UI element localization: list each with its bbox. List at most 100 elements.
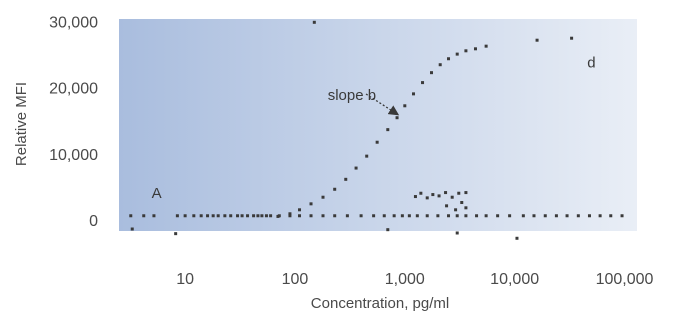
data-point (565, 214, 569, 218)
data-point (515, 236, 519, 240)
data-point (382, 214, 386, 218)
data-point (587, 214, 591, 218)
data-point (175, 214, 179, 218)
x-tick-label: 10 (176, 271, 194, 288)
data-point (430, 71, 434, 75)
data-point (412, 92, 416, 96)
data-point (484, 44, 488, 48)
data-point (455, 231, 459, 235)
data-point (386, 128, 390, 132)
data-point (192, 214, 196, 218)
data-point (438, 63, 442, 67)
annotations: slope b Ad (152, 54, 596, 202)
data-point (211, 214, 215, 218)
data-point (460, 201, 464, 205)
data-point (229, 214, 233, 218)
data-point (199, 214, 203, 218)
data-point (464, 214, 468, 218)
data-point (521, 214, 525, 218)
data-point (344, 177, 348, 181)
x-axis-title: Concentration, pg/ml (311, 295, 449, 312)
data-point (400, 214, 404, 218)
data-point (425, 214, 429, 218)
annotation-label: slope b (328, 87, 376, 104)
data-point (532, 214, 536, 218)
data-point (288, 214, 292, 218)
axis-corner-point (312, 20, 316, 24)
data-point (345, 214, 349, 218)
data-point (321, 214, 325, 218)
x-tick-label: 100,000 (596, 271, 654, 288)
x-tick-label: 10,000 (490, 271, 539, 288)
data-point (309, 202, 313, 206)
series-below-axis (130, 227, 519, 240)
data-point (598, 214, 602, 218)
data-point (298, 214, 302, 218)
data-point (455, 52, 459, 56)
data-point (174, 232, 178, 236)
data-point (447, 214, 451, 218)
series-baseline (129, 214, 624, 218)
y-tick-label: 20,000 (49, 81, 98, 98)
data-point (609, 214, 613, 218)
data-point (620, 214, 624, 218)
data-points (129, 20, 624, 240)
data-point (392, 214, 396, 218)
data-point (454, 208, 458, 212)
annotation-label: d (587, 54, 595, 71)
data-point (372, 214, 376, 218)
data-point (359, 214, 363, 218)
data-point (403, 104, 407, 108)
data-point (484, 214, 488, 218)
data-point (269, 214, 273, 218)
data-point (240, 214, 244, 218)
data-point (223, 214, 227, 218)
data-point (129, 214, 133, 218)
series-sigmoid (276, 36, 574, 218)
data-point (298, 208, 302, 212)
data-point (152, 214, 156, 218)
data-point (130, 227, 134, 231)
data-point (543, 214, 547, 218)
data-point (535, 38, 539, 42)
data-point (425, 196, 429, 200)
data-point (309, 214, 313, 218)
data-point (473, 47, 477, 51)
y-tick-label: 0 (89, 213, 98, 230)
data-point (246, 214, 250, 218)
data-point (445, 204, 449, 208)
data-point (570, 36, 574, 40)
data-point (475, 214, 479, 218)
data-point (236, 214, 240, 218)
data-point (457, 191, 461, 195)
data-point (216, 214, 220, 218)
data-point (252, 214, 256, 218)
data-point (142, 214, 146, 218)
data-point (464, 206, 468, 210)
plot-background (119, 19, 637, 231)
data-point (413, 195, 417, 199)
data-point (554, 214, 558, 218)
x-axis: 10 100 1,000 10,000 100,000 (176, 271, 653, 288)
data-point (496, 214, 500, 218)
data-point (436, 214, 440, 218)
x-tick-label: 100 (282, 271, 309, 288)
data-point (431, 193, 435, 197)
data-point (395, 116, 399, 120)
data-point (288, 212, 292, 216)
data-point (375, 140, 379, 144)
data-point (450, 195, 454, 199)
data-point (419, 191, 423, 195)
data-point (333, 187, 337, 191)
y-tick-label: 10,000 (49, 147, 98, 164)
data-point (455, 214, 459, 218)
data-point (365, 154, 369, 158)
data-point (260, 214, 264, 218)
data-point (407, 214, 411, 218)
data-point (464, 49, 468, 53)
annotation-label: A (152, 185, 162, 202)
data-point (183, 214, 187, 218)
series-scattered (413, 191, 468, 212)
data-point (437, 194, 441, 198)
